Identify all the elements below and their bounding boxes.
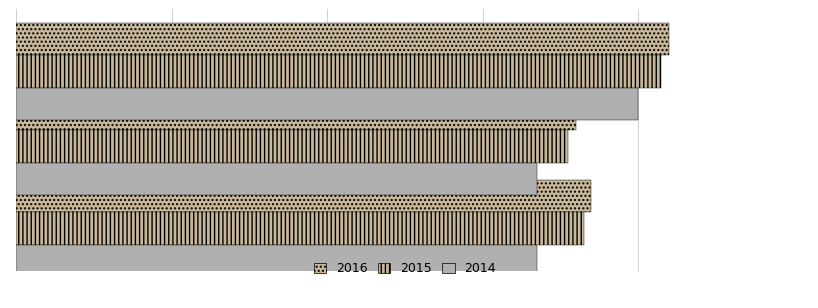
Bar — [16, 163, 537, 195]
Bar — [16, 130, 568, 163]
Legend: 2016, 2015, 2014: 2016, 2015, 2014 — [308, 257, 501, 281]
Bar — [16, 98, 576, 130]
Bar — [16, 245, 537, 277]
Bar — [16, 213, 583, 245]
Bar — [16, 88, 638, 120]
Bar — [16, 180, 591, 213]
Bar — [16, 55, 661, 88]
Bar — [16, 23, 669, 55]
